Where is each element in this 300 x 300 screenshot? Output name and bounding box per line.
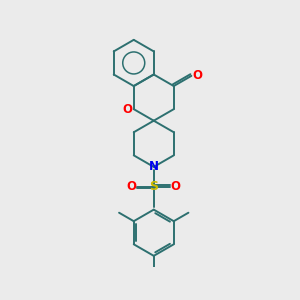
Text: O: O [123,103,133,116]
Text: O: O [193,69,202,82]
Text: S: S [149,180,158,193]
Text: O: O [127,180,137,193]
Text: N: N [149,160,159,172]
Text: O: O [171,180,181,193]
